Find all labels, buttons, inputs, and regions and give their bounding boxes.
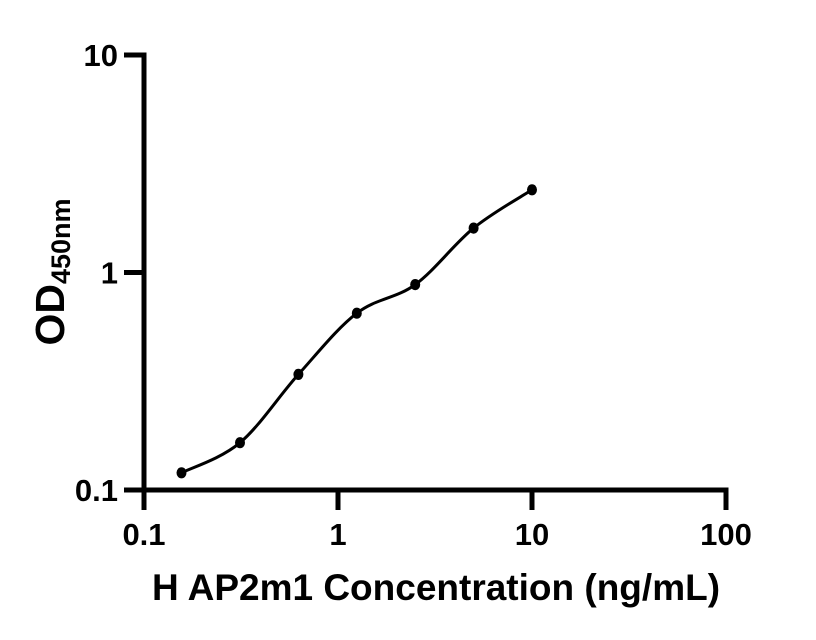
y-tick-label-0.1: 0.1 [75, 473, 118, 508]
x-tick-label-0.1: 0.1 [122, 517, 165, 552]
x-tick-label-10: 10 [515, 517, 549, 552]
y-tick-label-10: 10 [84, 38, 118, 73]
y-axis-title-subscript: 450nm [46, 198, 76, 284]
y-axis-title: OD450nm [27, 198, 76, 345]
data-point-marker [235, 437, 245, 449]
data-point-marker [176, 467, 187, 479]
fitted-curve [180, 188, 534, 475]
y-axis-title-main: OD [27, 284, 73, 346]
x-tick-label-1: 1 [329, 517, 346, 552]
x-tick-label-100: 100 [700, 517, 752, 552]
x-axis-title: H AP2m1 Concentration (ng/mL) [152, 567, 720, 608]
tick-layer: 0.1 1 10 0.1 1 10 100 [75, 38, 752, 552]
data-point-marker [468, 222, 479, 234]
data-point-marker [293, 368, 304, 380]
axes-layer [141, 52, 729, 493]
data-point-marker [410, 279, 421, 291]
data-series-layer [176, 184, 537, 479]
y-tick-label-1: 1 [101, 256, 118, 291]
data-point-marker [351, 307, 362, 319]
data-point-marker [527, 184, 537, 196]
